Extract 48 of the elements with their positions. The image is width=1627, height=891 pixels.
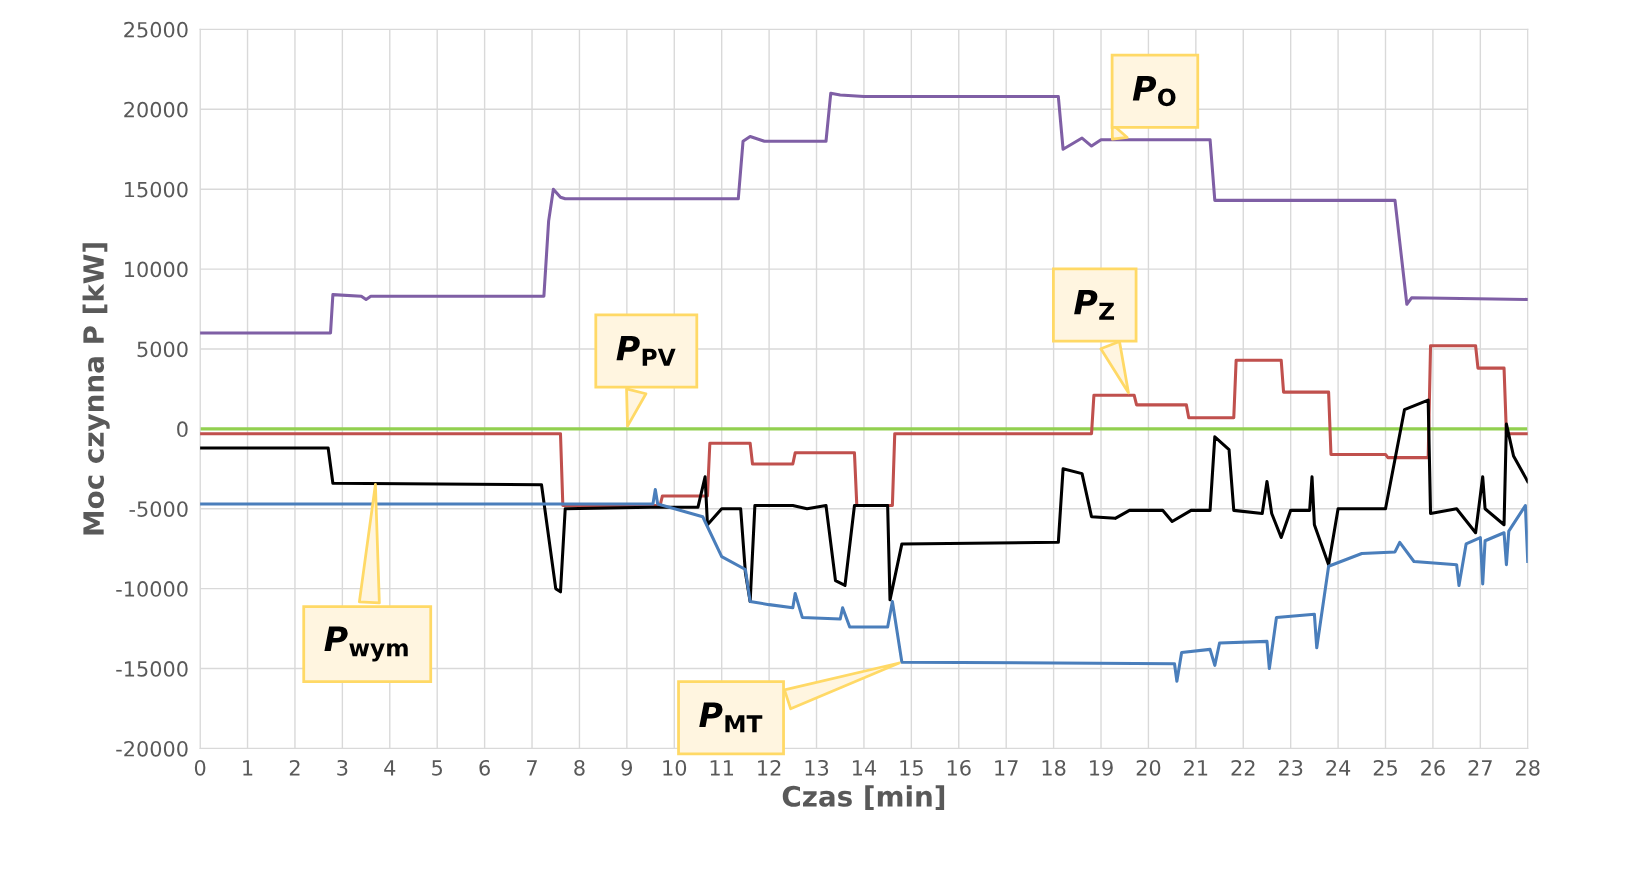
x-tick-label: 19 <box>1090 759 1113 776</box>
x-tick-label: 18 <box>1042 759 1066 776</box>
x-tick-label: 20 <box>1136 759 1161 776</box>
x-tick-label: 16 <box>947 759 971 776</box>
y-tick-label: -20000 <box>116 740 188 757</box>
x-tick-label: 10 <box>663 759 687 776</box>
x-tick-label: 27 <box>1468 759 1492 776</box>
x-tick-label: 14 <box>852 760 877 776</box>
x-tick-label: 5 <box>432 760 443 776</box>
x-tick-label: 9 <box>621 759 633 776</box>
x-axis-title: Czas [min] <box>782 785 945 811</box>
y-tick-label: -5000 <box>129 501 188 517</box>
x-tick-label: 3 <box>337 759 348 776</box>
x-tick-label: 8 <box>574 759 585 776</box>
y-tick-label: 15000 <box>125 181 188 198</box>
y-tick-label: -15000 <box>116 661 188 677</box>
annotation: P$_{Z}$ <box>1074 289 1115 320</box>
x-tick-label: 21 <box>1184 759 1208 776</box>
annotation: P$_{O}$ <box>1132 76 1176 107</box>
x-tick-label: 13 <box>805 759 829 776</box>
x-tick-label: 17 <box>995 760 1018 776</box>
line-series <box>200 398 1528 603</box>
annotation: P$_{wym}$ <box>324 626 408 662</box>
x-tick-label: 23 <box>1278 759 1303 776</box>
x-tick-label: 25 <box>1373 759 1397 776</box>
y-tick-label: 0 <box>177 421 188 438</box>
y-axis-title: Moc czynna P [kW] <box>82 243 110 535</box>
line-series <box>200 488 1528 683</box>
y-tick-label: 5000 <box>137 341 188 358</box>
x-tick-label: 4 <box>384 760 396 776</box>
y-tick-label: 10000 <box>125 261 188 278</box>
y-tick-label: 20000 <box>124 101 188 118</box>
x-tick-label: 26 <box>1421 759 1445 776</box>
annotation: P$_{MT}$ <box>699 702 763 733</box>
x-tick-label: 2 <box>289 759 300 776</box>
x-tick-label: 28 <box>1516 759 1540 776</box>
x-tick-label: 12 <box>758 759 781 776</box>
x-tick-label: 22 <box>1231 759 1255 776</box>
x-tick-label: 1 <box>243 760 253 776</box>
x-tick-label: 24 <box>1326 759 1351 776</box>
x-tick-label: 11 <box>710 760 734 776</box>
x-tick-label: 6 <box>479 759 490 776</box>
x-tick-label: 15 <box>900 760 923 776</box>
x-tick-label: 0 <box>194 759 206 776</box>
y-tick-label: -10000 <box>116 581 188 597</box>
x-tick-label: 7 <box>527 760 537 776</box>
y-tick-label: 25000 <box>124 21 188 38</box>
annotation: P$_{PV}$ <box>616 335 676 366</box>
